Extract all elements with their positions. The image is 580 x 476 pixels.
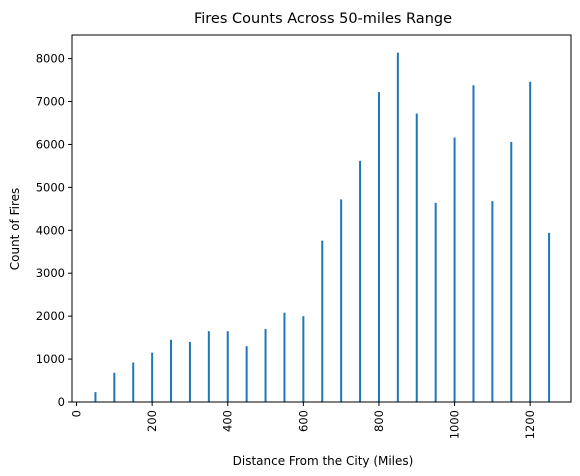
- y-tick-label-6000: 6000: [36, 137, 65, 151]
- x-tick-label-800: 800: [372, 410, 386, 432]
- bars-group: [94, 52, 551, 403]
- bar-300: [188, 341, 191, 402]
- axes-group: 0 1000 2000 3000 4000 5000 6000 7000 8000 0 200 400…: [36, 34, 572, 439]
- bar-50: [94, 392, 97, 402]
- y-tick-label-3000: 3000: [36, 266, 65, 280]
- x-tick-label-600: 600: [296, 410, 310, 432]
- y-axis-label: Count of Fires: [8, 188, 22, 271]
- x-axis-label: Distance From the City (Miles): [233, 454, 414, 468]
- bar-650: [321, 240, 324, 402]
- x-tick-label-400: 400: [221, 410, 235, 432]
- bar-100: [113, 372, 116, 402]
- y-tick-label-5000: 5000: [36, 180, 65, 194]
- bar-500: [264, 329, 267, 402]
- bar-1200: [529, 81, 532, 402]
- bar-250: [170, 339, 173, 402]
- bar-1150: [510, 141, 513, 402]
- x-tick-label-1200: 1200: [523, 410, 537, 439]
- plot-frame: [71, 34, 572, 403]
- bar-1250: [548, 232, 551, 402]
- y-tick-label-2000: 2000: [36, 309, 65, 323]
- bar-550: [283, 312, 286, 402]
- bar-950: [434, 202, 437, 402]
- bar-750: [359, 160, 362, 402]
- x-tick-label-1000: 1000: [448, 410, 462, 439]
- bar-700: [340, 199, 343, 402]
- bar-850: [396, 52, 399, 402]
- y-tick-label-7000: 7000: [36, 95, 65, 109]
- bar-400: [226, 331, 229, 402]
- bar-150: [132, 362, 135, 402]
- x-tick-label-200: 200: [145, 410, 159, 432]
- y-tick-label-0: 0: [58, 395, 65, 409]
- bar-200: [151, 352, 154, 402]
- bar-600: [302, 316, 305, 402]
- bar-450: [245, 346, 248, 402]
- bar-1000: [453, 137, 456, 402]
- x-tick-label-0: 0: [70, 410, 84, 417]
- y-tick-label-4000: 4000: [36, 223, 65, 237]
- bar-900: [415, 113, 418, 403]
- y-tick-label-8000: 8000: [36, 52, 65, 66]
- bar-1050: [472, 85, 475, 402]
- chart-title: Fires Counts Across 50-miles Range: [194, 11, 452, 27]
- bar-800: [377, 92, 380, 402]
- y-tick-label-1000: 1000: [36, 352, 65, 366]
- bar-1100: [491, 201, 494, 402]
- bar-350: [207, 331, 210, 402]
